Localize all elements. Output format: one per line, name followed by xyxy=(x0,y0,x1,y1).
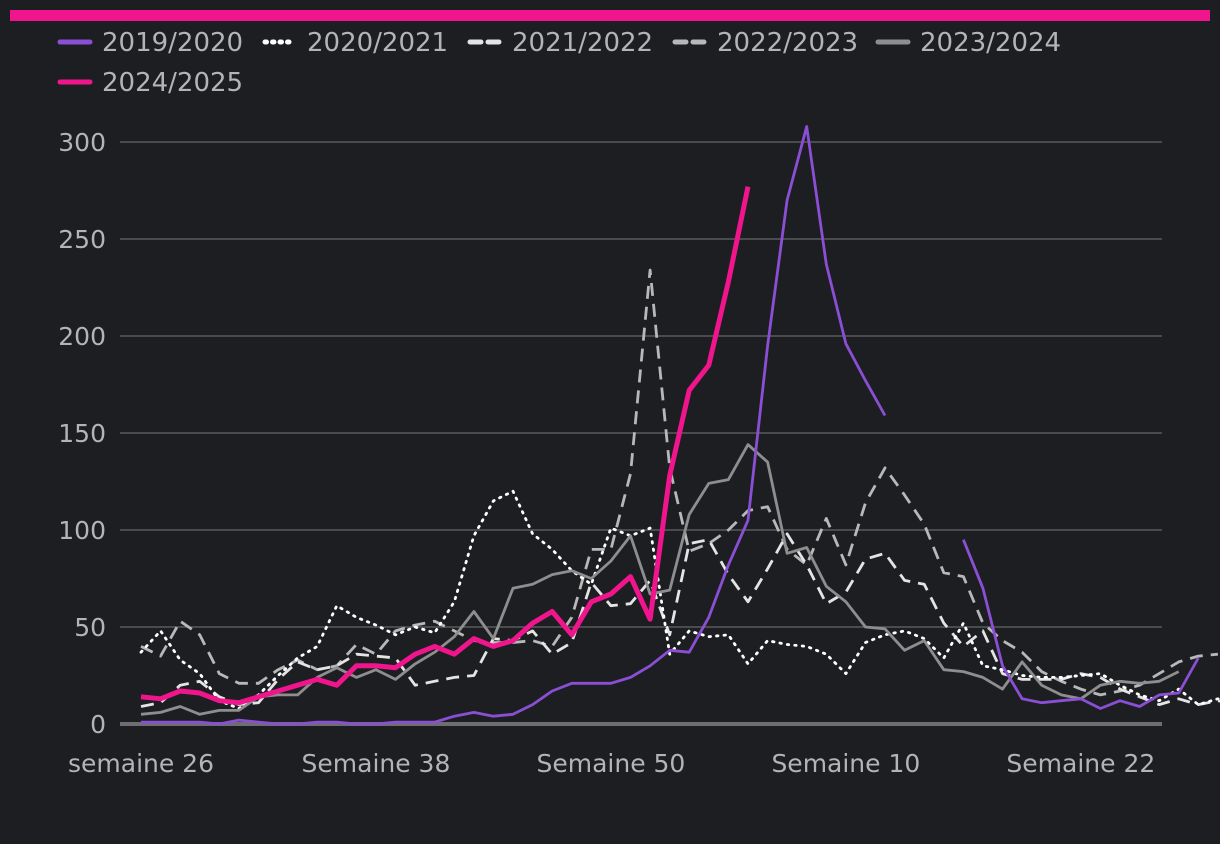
series-line-2023-2024 xyxy=(140,443,1180,716)
legend: 2019/2020 2020/2021 2021/2022 2022/2023 2023… xyxy=(57,28,1061,98)
x-tick-label-semaine-50: Semaine 50 xyxy=(536,749,685,778)
series-line-2022-2023 xyxy=(140,268,1219,697)
legend-label-2023-2024: 2023/2024 xyxy=(920,28,1061,58)
y-tick-label-150: 150 xyxy=(58,419,106,448)
legend-label-2022-2023: 2022/2023 xyxy=(717,28,858,58)
y-tick-label-300: 300 xyxy=(58,128,106,157)
series-lines xyxy=(139,125,1220,726)
legend-label-2019-2020: 2019/2020 xyxy=(102,28,243,58)
y-tick-label-0: 0 xyxy=(90,710,106,739)
y-tick-label-50: 50 xyxy=(74,613,106,642)
legend-label-2021-2022: 2021/2022 xyxy=(512,28,653,58)
y-axis-tick-labels: 0 50 100 150 200 250 300 xyxy=(58,128,106,739)
x-axis-tick-labels: semaine 26 Semaine 38 Semaine 50 Semaine 10… xyxy=(68,749,1155,778)
x-tick-label-semaine-22: Semaine 22 xyxy=(1006,749,1155,778)
series-line-2024-2025 xyxy=(140,186,751,706)
legend-label-2020-2021: 2020/2021 xyxy=(307,28,448,58)
y-tick-label-200: 200 xyxy=(58,322,106,351)
series-line-2021-2022 xyxy=(140,532,1220,708)
y-tick-label-100: 100 xyxy=(58,516,106,545)
series-line-2020-2021 xyxy=(139,489,1220,710)
x-tick-label-semaine-10: Semaine 10 xyxy=(771,749,920,778)
series-line-2019-2020-part-1 xyxy=(141,125,887,726)
gridlines xyxy=(120,141,1162,726)
series-line-2019-2020-part-2 xyxy=(962,539,1200,710)
x-tick-label-semaine-26: semaine 26 xyxy=(68,749,214,778)
x-tick-label-semaine-38: Semaine 38 xyxy=(302,749,451,778)
y-tick-label-250: 250 xyxy=(58,225,106,254)
legend-label-2024-2025: 2024/2025 xyxy=(102,68,243,98)
top-accent-bar xyxy=(10,10,1210,21)
